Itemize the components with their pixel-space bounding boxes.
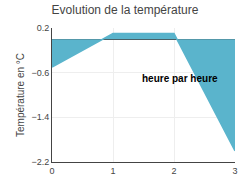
svg-text:heure par heure: heure par heure [142,73,218,84]
svg-text:0: 0 [49,166,54,176]
svg-text:3: 3 [232,166,237,176]
svg-text:Température en °C: Température en °C [15,53,26,137]
svg-text:−2.2: −2.2 [31,157,49,167]
svg-text:1: 1 [110,166,115,176]
svg-text:2: 2 [171,166,176,176]
svg-text:−1.4: −1.4 [31,112,49,122]
svg-text:Evolution de la température: Evolution de la température [52,3,199,17]
svg-text:0.2: 0.2 [37,23,50,33]
svg-text:−0.6: −0.6 [31,68,49,78]
